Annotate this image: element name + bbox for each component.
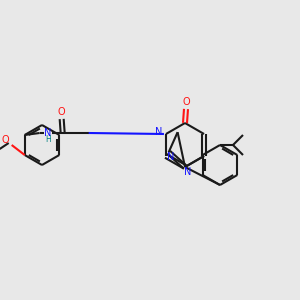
Text: O: O xyxy=(2,135,10,145)
Text: N: N xyxy=(167,152,174,162)
Text: O: O xyxy=(182,97,190,107)
Text: N: N xyxy=(184,167,192,177)
Text: H: H xyxy=(45,134,51,143)
Text: N: N xyxy=(44,128,51,138)
Text: O: O xyxy=(58,107,65,117)
Text: N: N xyxy=(155,127,163,137)
